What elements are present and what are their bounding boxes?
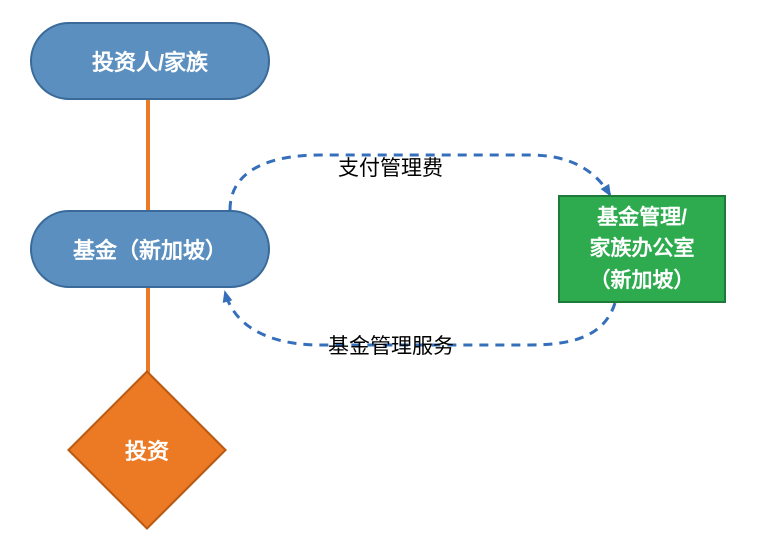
node-manager: 基金管理/ 家族办公室 （新加坡） (558, 195, 726, 303)
node-investor: 投资人/家族 (30, 22, 270, 100)
node-manager-label: 基金管理/ 家族办公室 （新加坡） (590, 202, 695, 297)
node-investment-label: 投资 (125, 434, 169, 466)
node-investor-label: 投资人/家族 (92, 45, 208, 77)
label-fee-payment: 支付管理费 (338, 152, 443, 182)
node-fund: 基金（新加坡） (30, 210, 270, 288)
diagram-canvas: 投资人/家族 基金（新加坡） 基金管理/ 家族办公室 （新加坡） 投资 支付管理… (0, 0, 768, 538)
node-fund-label: 基金（新加坡） (73, 233, 227, 265)
node-investment: 投资 (67, 370, 227, 530)
label-mgmt-service: 基金管理服务 (328, 330, 454, 360)
